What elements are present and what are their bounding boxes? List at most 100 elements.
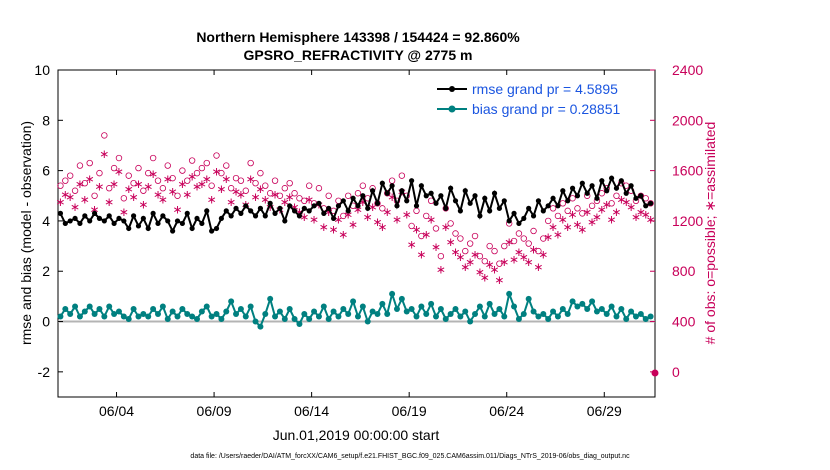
- y-right-tick-label: 800: [672, 263, 696, 279]
- obs-possible-point: [613, 192, 620, 199]
- rmse-point: [384, 190, 390, 196]
- bias-point: [91, 310, 98, 317]
- chart-title-line1: Northern Hemisphere 143398 / 154424 = 92…: [196, 29, 520, 45]
- rmse-series: [57, 175, 654, 234]
- legend-rmse-label: rmse grand pr = 4.5895: [472, 81, 618, 97]
- bias-point: [467, 318, 474, 325]
- rmse-point: [589, 183, 595, 189]
- bias-point: [291, 316, 298, 323]
- bias-point: [233, 310, 240, 317]
- rmse-point: [487, 208, 493, 214]
- footnote: data file: /Users/raeder/DAI/ATM_forcXX/…: [190, 453, 630, 460]
- rmse-point: [170, 228, 176, 234]
- obs-assimilated-point: ∗: [490, 263, 500, 277]
- bias-point: [413, 313, 420, 320]
- bias-point: [140, 310, 147, 317]
- rmse-point: [330, 215, 337, 222]
- obs-possible-point: [125, 172, 132, 179]
- rmse-point: [379, 180, 385, 186]
- y-tick-label: -2: [38, 364, 51, 380]
- bias-point: [540, 310, 547, 317]
- bias-point: [642, 316, 649, 323]
- bias-point: [111, 310, 118, 317]
- rmse-point: [618, 178, 624, 184]
- rmse-point: [409, 178, 415, 184]
- rmse-point: [267, 200, 273, 206]
- obs-assimilated-point: ∗: [568, 207, 578, 221]
- offscale-obs-marker: [651, 369, 659, 377]
- rmse-point: [389, 183, 395, 189]
- rmse-point: [560, 188, 566, 194]
- obs-possible-point: [208, 182, 215, 189]
- obs-assimilated-point: ∗: [407, 238, 417, 252]
- rmse-point: [496, 205, 503, 211]
- bias-point: [174, 313, 181, 320]
- rmse-point: [394, 203, 400, 209]
- bias-point: [315, 313, 322, 320]
- rmse-point: [433, 200, 439, 206]
- obs-assimilated-point: ∗: [616, 192, 626, 206]
- bias-point: [369, 308, 376, 315]
- rmse-point: [413, 203, 420, 209]
- bias-point: [384, 310, 391, 317]
- rmse-point: [418, 183, 424, 189]
- bias-point: [237, 305, 244, 312]
- y-right-tick-label: 2000: [672, 112, 703, 128]
- bias-point: [164, 316, 171, 323]
- bias-point: [350, 298, 357, 305]
- obs-possible-point: [452, 230, 459, 237]
- bias-point: [267, 295, 274, 302]
- rmse-point: [62, 220, 68, 227]
- bias-point: [213, 310, 220, 317]
- obs-possible-point: [203, 159, 210, 167]
- obs-assimilated-point: ∗: [480, 270, 490, 284]
- bias-point: [462, 308, 469, 315]
- obs-assimilated-point: ∗: [465, 255, 475, 269]
- obs-assimilated-point: ∗: [114, 165, 124, 179]
- obs-possible-point: [120, 195, 128, 202]
- obs-assimilated-point: ∗: [611, 205, 621, 219]
- bias-point: [584, 305, 591, 312]
- bias-point: [115, 308, 122, 315]
- rmse-point: [165, 218, 171, 224]
- obs-possible-point: [154, 177, 162, 184]
- bias-point: [125, 316, 132, 323]
- rmse-point: [223, 208, 229, 214]
- bias-point: [120, 313, 127, 320]
- bias-point: [545, 316, 552, 323]
- obs-possible-point: [281, 185, 289, 192]
- obs-assimilated-point: ∗: [55, 195, 65, 209]
- rmse-point: [145, 225, 151, 232]
- obs-assimilated-point: ∗: [553, 228, 563, 242]
- obs-assimilated-point: ∗: [202, 172, 212, 186]
- obs-possible-point: [574, 205, 581, 212]
- obs-possible-point: [486, 242, 493, 250]
- rmse-point: [452, 198, 459, 204]
- obs-assimilated-point: ∗: [221, 172, 231, 186]
- obs-possible-point: [340, 212, 347, 220]
- bias-point: [511, 303, 518, 310]
- obs-assimilated-point: ∗: [60, 187, 70, 201]
- obs-possible-point: [569, 195, 576, 202]
- bias-point: [276, 308, 283, 315]
- rmse-point: [565, 198, 571, 204]
- rmse-point: [301, 205, 307, 211]
- rmse-point: [633, 195, 639, 201]
- obs-possible-point: [305, 182, 313, 189]
- obs-possible-point: [525, 240, 532, 247]
- obs-assimilated-point: ∗: [426, 212, 436, 226]
- legend-box: [420, 75, 648, 119]
- bias-point: [486, 300, 493, 307]
- rmse-point: [77, 220, 83, 227]
- bias-point: [354, 313, 361, 320]
- rmse-point: [477, 213, 483, 219]
- bias-point: [301, 310, 308, 317]
- bias-point: [189, 313, 196, 320]
- y-axis-left-ticks: -2 0 2 4 6 8 10: [34, 62, 63, 380]
- obs-assimilated-point: ∗: [343, 207, 353, 221]
- rmse-point: [345, 208, 351, 214]
- bias-point: [169, 308, 176, 315]
- obs-possible-point: [359, 182, 367, 189]
- obs-possible-point: [257, 169, 264, 177]
- bias-point: [442, 316, 449, 323]
